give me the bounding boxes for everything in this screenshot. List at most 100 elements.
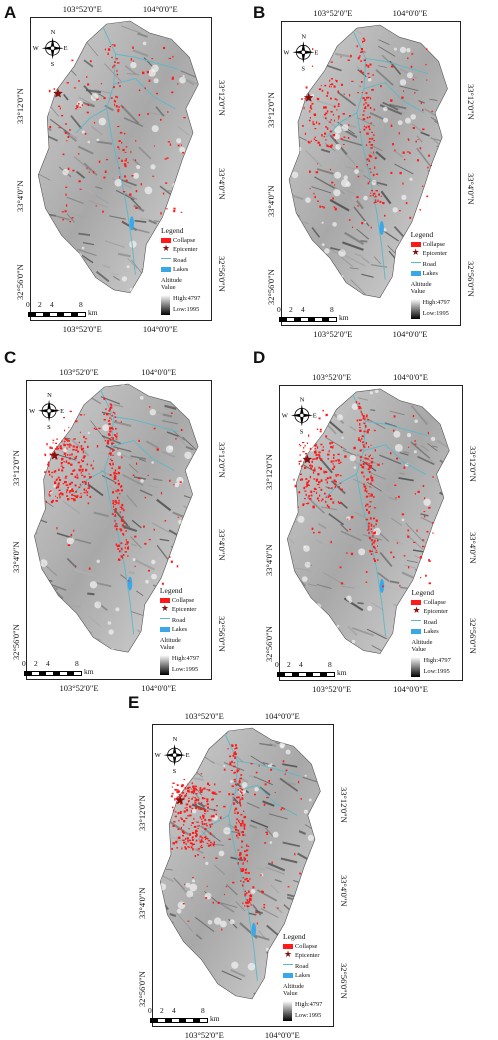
lake-shape — [380, 221, 384, 235]
panel-letter: A — [4, 4, 16, 21]
lat-label-left: 33°12'0"N — [12, 450, 21, 486]
legend-collapse-label: Collapse — [423, 242, 445, 248]
lat-label-right: 32°56'0"N — [469, 618, 478, 654]
panel-letter: E — [128, 694, 139, 711]
lon-label-east-bottom: 104°0'0"E — [393, 330, 428, 339]
legend-low-label: Low:1995 — [423, 311, 449, 317]
legend-title: Legend — [411, 589, 434, 597]
legend-road-swatch — [411, 262, 421, 263]
lat-label-left: 32°56'0"N — [267, 270, 276, 306]
scale-label: 4 — [172, 1007, 176, 1015]
lake-shape — [252, 923, 256, 937]
lat-label-right: 33°4'0"N — [469, 532, 478, 564]
compass-label: E — [186, 752, 190, 759]
legend-lakes-swatch — [161, 267, 171, 272]
panel-letter: D — [253, 349, 265, 366]
lat-label-left: 33°12'0"N — [267, 93, 276, 129]
legend-value-label: Value — [283, 991, 298, 997]
scale-label: 0 — [148, 1007, 152, 1015]
panel-letter: B — [253, 4, 265, 21]
lon-label-west-bottom: 103°52'0"E — [313, 330, 352, 339]
legend-lakes-swatch — [160, 627, 170, 632]
compass-label: W — [29, 408, 36, 415]
legend-high-label: High:4797 — [295, 1002, 322, 1008]
lake-shape — [130, 216, 134, 230]
lon-label-east-bottom: 104°0'0"E — [265, 1031, 300, 1040]
scale-label: 4 — [301, 306, 305, 314]
legend-high-label: High:4797 — [172, 656, 199, 662]
lat-label-right: 33°12'0"N — [218, 442, 227, 478]
legend-lakes-label: Lakes — [295, 973, 310, 979]
lat-label-right: 32°56'0"N — [467, 261, 476, 297]
legend-epicenter-label: Epicenter — [295, 953, 319, 959]
compass-label: N — [47, 392, 52, 399]
legend-collapse-label: Collapse — [423, 600, 445, 606]
legend-high-label: High:4797 — [423, 300, 450, 306]
legend-epicenter-label: Epicenter — [172, 607, 196, 613]
compass-label: E — [313, 412, 317, 419]
scale-label: 8 — [75, 660, 79, 668]
legend-lakes-swatch — [411, 271, 421, 276]
legend-altitude-ramp — [160, 655, 169, 675]
legend-epicenter-icon: ★ — [284, 950, 292, 959]
lat-label-left: 33°4'0"N — [267, 185, 276, 217]
lat-label-left: 33°12'0"N — [265, 454, 274, 490]
scale-label: 0 — [22, 660, 26, 668]
lat-label-right: 33°12'0"N — [218, 80, 227, 116]
legend-low-label: Low:1995 — [172, 667, 198, 673]
scale-label: 4 — [299, 661, 303, 669]
scale-label: km — [88, 309, 98, 317]
legend-low-label: Low:1995 — [173, 307, 199, 313]
scale-label: 8 — [330, 306, 334, 314]
scale-bar-graphic — [279, 317, 337, 322]
lat-label-right: 33°12'0"N — [467, 84, 476, 120]
legend-epicenter-icon: ★ — [412, 248, 420, 257]
lon-label-west-top: 103°52'0"E — [312, 373, 351, 382]
lon-label-west-bottom: 103°52'0"E — [63, 325, 102, 334]
lat-label-left: 33°12'0"N — [138, 795, 147, 831]
legend-lakes-label: Lakes — [173, 267, 188, 273]
scale-label: 2 — [38, 301, 42, 309]
legend-road-label: Road — [295, 964, 309, 970]
legend-value-label: Value — [411, 289, 426, 295]
scale-bar-graphic — [28, 312, 86, 317]
legend-collapse-swatch — [161, 238, 171, 243]
compass-label: S — [300, 428, 304, 435]
lon-label-west-bottom: 103°52'0"E — [59, 684, 98, 693]
legend-title: Legend — [161, 227, 184, 235]
lat-label-left: 32°56'0"N — [16, 265, 25, 301]
legend-high-label: High:4797 — [173, 296, 200, 302]
lat-label-left: 33°4'0"N — [12, 541, 21, 573]
legend-epicenter-icon: ★ — [412, 606, 420, 615]
lon-label-east-top: 104°0'0"E — [393, 373, 428, 382]
scale-label: 8 — [79, 301, 83, 309]
lon-label-west-top: 103°52'0"E — [313, 9, 352, 18]
legend-lakes-swatch — [283, 973, 293, 978]
scale-label: km — [339, 314, 349, 322]
compass-label: N — [173, 736, 178, 743]
scale-label: 2 — [160, 1007, 164, 1015]
scale-label: 0 — [277, 306, 281, 314]
scale-label: 4 — [46, 660, 50, 668]
lat-label-left: 32°56'0"N — [265, 626, 274, 662]
lat-label-left: 33°4'0"N — [265, 544, 274, 576]
compass-label: E — [60, 408, 64, 415]
scale-bar-graphic — [24, 671, 82, 676]
lat-label-right: 33°12'0"N — [340, 787, 349, 823]
scale-label: 8 — [201, 1007, 205, 1015]
legend-altitude-ramp — [411, 299, 420, 319]
lon-label-east-top: 104°0'0"E — [143, 5, 178, 14]
legend-altitude-ramp — [161, 295, 170, 315]
lat-label-right: 33°4'0"N — [467, 173, 476, 205]
legend-road-swatch — [160, 618, 170, 619]
